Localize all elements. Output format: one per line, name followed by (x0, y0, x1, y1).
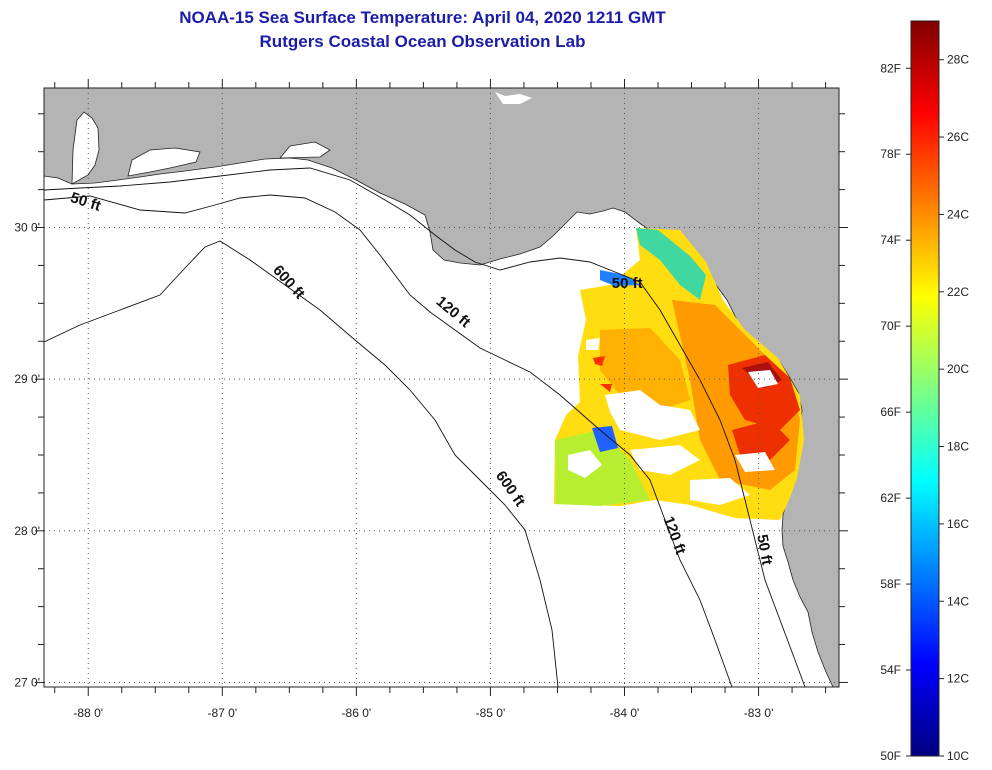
lat-tick-label: 28 0' (14, 524, 40, 538)
lon-tick-label: -88 0' (73, 706, 103, 720)
celsius-label: 26C (947, 130, 969, 144)
lon-tick-label: -84 0' (610, 706, 640, 720)
fahrenheit-label: 82F (880, 61, 901, 75)
fahrenheit-label: 54F (880, 663, 901, 677)
fahrenheit-label: 78F (880, 147, 901, 161)
island (495, 92, 532, 104)
contour-600ft (44, 240, 559, 687)
colorbar-gradient (910, 20, 940, 757)
contour-120ft (44, 194, 733, 687)
celsius-label: 10C (947, 749, 969, 763)
fahrenheit-label: 50F (880, 749, 901, 763)
land-area (44, 88, 839, 687)
lon-tick-label: -83 0' (744, 706, 774, 720)
bay (279, 141, 331, 159)
celsius-label: 22C (947, 285, 969, 299)
fahrenheit-label: 58F (880, 577, 901, 591)
celsius-label: 16C (947, 517, 969, 531)
lat-tick-label: 30 0' (14, 221, 40, 235)
celsius-label: 28C (947, 53, 969, 67)
fahrenheit-label: 74F (880, 233, 901, 247)
sst-overlay (554, 228, 804, 520)
fahrenheit-label: 62F (880, 491, 901, 505)
fahrenheit-label: 70F (880, 319, 901, 333)
map-title: NOAA-15 Sea Surface Temperature: April 0… (179, 8, 666, 27)
contour-50ft (44, 167, 806, 687)
fahrenheit-label: 66F (880, 405, 901, 419)
celsius-label: 18C (947, 440, 969, 454)
colorbar-ticks: 82F 78F 74F 70F 66F 62F 58F 54F 50F 28C 26C 24C 22C 2… (880, 53, 969, 763)
lon-tick-label: -85 0' (476, 706, 506, 720)
celsius-label: 14C (947, 594, 969, 608)
contour-label: 50 ft (612, 275, 643, 292)
celsius-label: 24C (947, 207, 969, 221)
celsius-label: 20C (947, 362, 969, 376)
bay (71, 111, 100, 185)
celsius-label: 12C (947, 672, 969, 686)
lon-tick-label: -87 0' (207, 706, 237, 720)
map-subtitle: Rutgers Coastal Ocean Observation Lab (259, 32, 586, 51)
lat-tick-label: 29 0' (14, 372, 40, 386)
contour-label: 50 ft (753, 533, 775, 566)
bay (127, 147, 201, 177)
map-frame (43, 87, 840, 688)
lon-tick-label: -86 0' (342, 706, 372, 720)
map-axes: -88 0' -87 0' -86 0' -85 0' -84 0' -83 0' 30 0… (14, 79, 848, 720)
lat-tick-label: 27 0' (14, 675, 40, 689)
